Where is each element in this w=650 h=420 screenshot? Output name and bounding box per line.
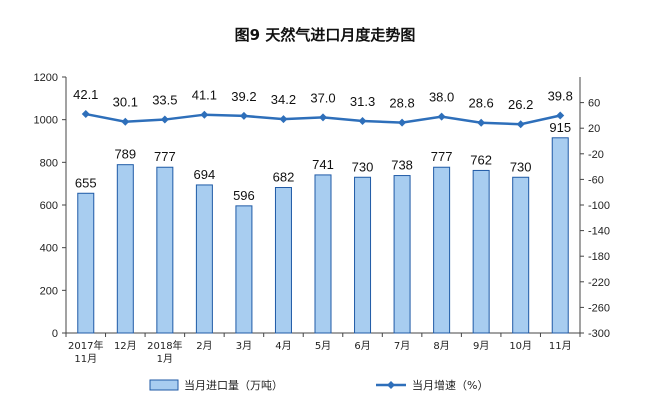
y-right-tick-label: -140 — [588, 226, 610, 238]
bar-value-label: 694 — [194, 167, 216, 182]
bar-value-label: 730 — [510, 159, 532, 174]
legend-bar-swatch — [149, 379, 179, 391]
line-point — [279, 115, 288, 124]
bar-value-label: 730 — [352, 159, 374, 174]
growth-line: 42.1 30.1 33.5 41.1 39.2 34.2 37.0 31.3 28.8 38.0… — [73, 87, 573, 129]
legend-line-label: 当月增速（%） — [412, 378, 488, 392]
x-tick-label: 4月 — [275, 340, 291, 352]
x-tick-label: 1月 — [157, 353, 173, 365]
line-value-label: 33.5 — [152, 93, 177, 108]
axes: 0 200 400 600 800 1000 1200 -300 -260 -220 -180 -14… — [34, 72, 611, 365]
y-left-tick-label: 1000 — [34, 115, 58, 127]
x-tick-label: 5月 — [315, 340, 331, 352]
line-point — [516, 120, 525, 129]
x-tick-label: 11月 — [74, 353, 97, 365]
bar-value-label: 789 — [114, 147, 136, 162]
bar — [551, 137, 569, 334]
x-tick-label: 2018年 — [147, 339, 182, 352]
line-value-label: 37.0 — [310, 90, 335, 105]
line-value-label: 28.8 — [389, 96, 414, 111]
y-left-tick-label: 800 — [40, 157, 58, 169]
legend: 当月进口量（万吨） 当月增速（%） — [149, 378, 488, 392]
bar — [77, 192, 95, 334]
y-right-tick-label: 20 — [588, 123, 600, 135]
x-tick-label: 10月 — [509, 340, 532, 352]
line-point — [556, 111, 565, 120]
x-tick-label: 2月 — [196, 340, 212, 352]
line-value-label: 42.1 — [73, 87, 98, 102]
line-value-label: 28.6 — [468, 96, 493, 111]
bar — [274, 187, 292, 334]
bar — [195, 184, 213, 334]
bars: 655 789 777 694 596 682 741 730 738 777 762 730 915 — [75, 120, 571, 334]
line-value-label: 30.1 — [113, 95, 138, 110]
y-right-tick-label: -300 — [588, 328, 610, 340]
y-right-tick-label: -220 — [588, 277, 610, 289]
y-right-tick-label: -60 — [588, 174, 604, 186]
line-value-label: 39.8 — [548, 89, 573, 104]
bar-value-label: 682 — [273, 170, 295, 185]
line-point — [358, 116, 367, 125]
x-tick-label: 11月 — [549, 340, 572, 352]
line-point — [319, 113, 327, 122]
bar-value-label: 777 — [154, 149, 176, 164]
y-right-tick-label: 60 — [588, 98, 600, 110]
bar — [116, 164, 134, 334]
y-right-tick-label: -180 — [588, 251, 610, 263]
legend-line-marker — [387, 381, 395, 389]
x-tick-label: 3月 — [236, 340, 252, 352]
chart-title: 图9 天然气进口月度走势图 — [235, 26, 416, 44]
x-tick-label: 6月 — [354, 340, 370, 352]
line-value-label: 34.2 — [271, 92, 296, 107]
y-right-tick-label: -100 — [588, 200, 610, 212]
bar — [156, 166, 174, 334]
bar-value-label: 596 — [233, 188, 255, 203]
y-left-tick-label: 1200 — [34, 72, 58, 84]
line-point — [160, 115, 169, 124]
bar — [472, 169, 490, 334]
x-tick-label: 9月 — [473, 340, 489, 352]
x-tick-label: 12月 — [114, 340, 137, 352]
bar-value-label: 777 — [431, 149, 453, 164]
bar-value-label: 738 — [391, 158, 413, 173]
bar-value-label: 915 — [549, 120, 571, 135]
bar-value-label: 655 — [75, 175, 97, 190]
y-right-tick-label: -20 — [588, 149, 604, 161]
line-value-label: 41.1 — [192, 88, 217, 103]
line-value-label: 38.0 — [429, 90, 454, 105]
line-point — [398, 118, 407, 127]
line-point — [121, 117, 130, 126]
y-right-tick-label: -260 — [588, 302, 610, 314]
line-point — [477, 118, 486, 127]
y-left-tick-label: 400 — [40, 243, 58, 255]
line-point — [239, 111, 248, 120]
bar — [512, 176, 530, 334]
y-left-tick-label: 200 — [40, 285, 58, 297]
legend-bar-label: 当月进口量（万吨） — [184, 378, 283, 392]
bar — [235, 205, 253, 334]
bar — [314, 174, 332, 334]
bar-value-label: 762 — [470, 152, 492, 167]
y-left-tick-label: 0 — [52, 328, 58, 340]
line-point — [81, 110, 90, 119]
line-point — [200, 110, 209, 119]
x-tick-label: 2017年 — [68, 339, 103, 352]
x-tick-label: 7月 — [394, 340, 410, 352]
bar — [354, 176, 372, 334]
bar — [433, 166, 451, 334]
line-value-label: 26.2 — [508, 97, 533, 112]
line-value-label: 39.2 — [231, 89, 256, 104]
line-value-label: 31.3 — [350, 94, 375, 109]
line-point — [437, 112, 446, 121]
x-tick-label: 8月 — [433, 340, 449, 352]
bar-value-label: 741 — [312, 157, 334, 172]
y-left-tick-label: 600 — [40, 200, 58, 212]
bar — [393, 175, 411, 334]
